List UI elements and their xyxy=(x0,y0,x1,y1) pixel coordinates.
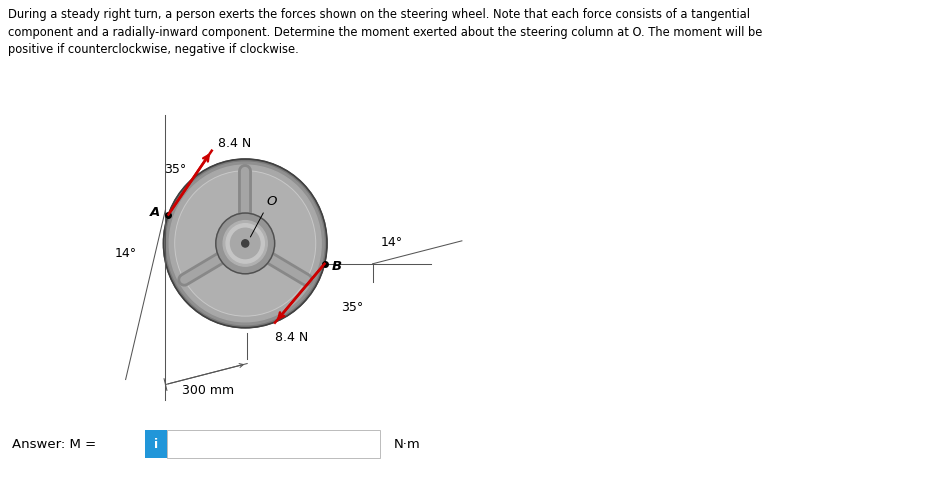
Text: O: O xyxy=(266,196,277,208)
Text: B: B xyxy=(331,260,342,273)
Circle shape xyxy=(163,159,327,328)
Circle shape xyxy=(227,224,264,263)
Circle shape xyxy=(223,221,267,266)
FancyBboxPatch shape xyxy=(167,430,380,458)
Circle shape xyxy=(230,228,260,259)
Text: Answer: M =: Answer: M = xyxy=(11,438,95,451)
Circle shape xyxy=(169,165,321,322)
Text: 14°: 14° xyxy=(115,247,137,260)
Text: 35°: 35° xyxy=(164,162,187,175)
Circle shape xyxy=(242,240,249,247)
Circle shape xyxy=(176,172,314,315)
Text: During a steady right turn, a person exerts the forces shown on the steering whe: During a steady right turn, a person exe… xyxy=(8,8,762,56)
Text: 8.4 N: 8.4 N xyxy=(275,331,308,344)
Text: 300 mm: 300 mm xyxy=(182,384,234,397)
FancyBboxPatch shape xyxy=(145,430,167,458)
Text: i: i xyxy=(154,438,159,451)
Circle shape xyxy=(175,171,315,316)
Text: 8.4 N: 8.4 N xyxy=(217,137,251,150)
Text: A: A xyxy=(150,206,160,219)
Circle shape xyxy=(164,160,326,327)
Text: 35°: 35° xyxy=(341,301,363,314)
Circle shape xyxy=(216,213,275,274)
Circle shape xyxy=(166,162,324,325)
Text: N·m: N·m xyxy=(394,438,420,451)
Circle shape xyxy=(217,214,273,272)
Text: 14°: 14° xyxy=(380,236,402,249)
